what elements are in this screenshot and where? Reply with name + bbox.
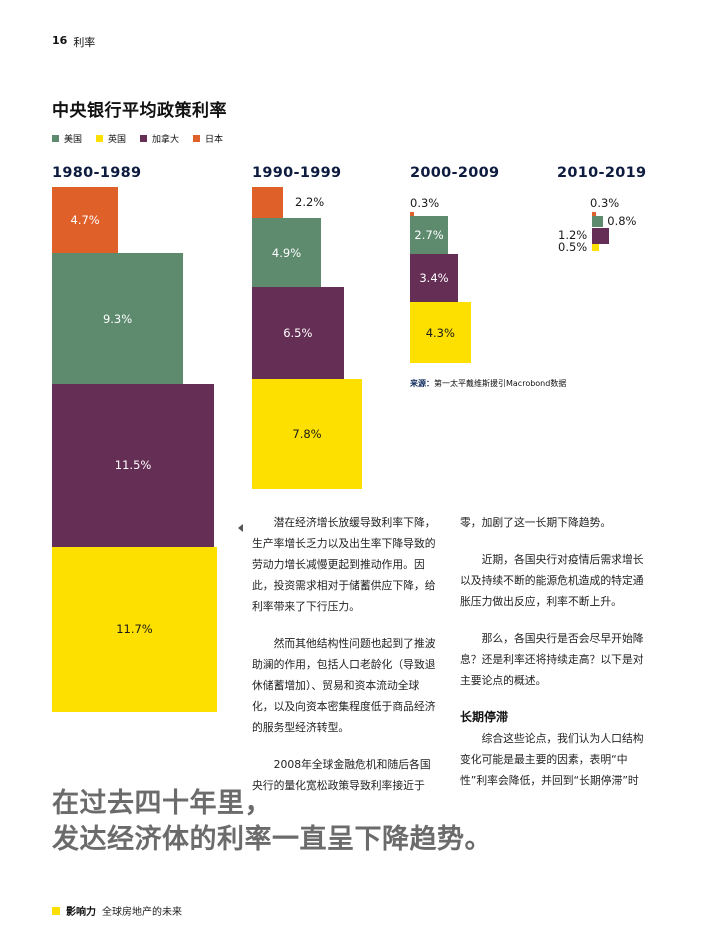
paragraph: 零，加剧了这一长期下降趋势。 [460, 516, 612, 529]
page-header: 16 利率 [52, 34, 95, 50]
data-label: 0.8% [607, 213, 637, 228]
source-label: 来源： [410, 379, 434, 388]
data-label: 11.7% [116, 622, 153, 637]
bar-加拿大-2010-2019 [592, 227, 609, 245]
bar-加拿大-1980-1989: 11.5% [52, 384, 215, 547]
body-column-2: 零，加剧了这一长期下降趋势。 近期，各国央行对疫情后需求增长以及持续不断的能源危… [460, 512, 650, 807]
bar-英国-1980-1989: 11.7% [52, 546, 217, 712]
body-column-1: 潜在经济增长放缓导致利率下降，生产率增长乏力以及出生率下降导致的劳动力增长减慢更… [252, 512, 440, 812]
legend-item: 美国 [52, 132, 82, 145]
legend-label: 日本 [205, 135, 224, 145]
bar-英国-2000-2009: 4.3% [410, 302, 471, 363]
bar-日本-2010-2019 [592, 212, 597, 217]
bar-美国-2000-2009: 2.7% [410, 216, 449, 255]
data-label: 0.3% [410, 196, 440, 210]
data-label: 0.3% [590, 196, 620, 210]
bar-日本-2000-2009 [410, 212, 415, 217]
paragraph: 综合这些论点，我们认为人口结构变化可能是最主要的因素，表明“中性”利率会降低，并… [460, 732, 644, 787]
section-name: 利率 [73, 36, 96, 49]
legend-label: 美国 [64, 135, 83, 145]
data-label: 4.3% [425, 325, 455, 340]
pull-quote-line: 在过去四十年里， [52, 788, 272, 819]
decade-label: 1990-1999 [252, 165, 342, 181]
bar-英国-1990-1999: 7.8% [252, 378, 362, 489]
bar-加拿大-1990-1999: 6.5% [252, 287, 344, 379]
legend-swatch [52, 135, 59, 142]
data-label: 3.4% [419, 271, 449, 286]
page-footer: 影响力 全球房地产的未来 [52, 903, 182, 918]
source-note: 来源：第一太平戴维斯援引Macrobond数据 [410, 378, 566, 389]
data-label: 11.5% [114, 458, 152, 473]
legend-label: 英国 [108, 135, 127, 145]
footer-text: 全球房地产的未来 [102, 907, 182, 918]
decade-label: 1980-1989 [52, 165, 142, 181]
legend-swatch [193, 135, 201, 142]
legend-label: 加拿大 [152, 135, 180, 145]
data-label: 9.3% [102, 311, 133, 326]
legend-swatch [96, 135, 104, 142]
legend-item: 日本 [193, 132, 223, 145]
bar-日本-1980-1989: 4.7% [52, 187, 119, 254]
data-label: 0.5% [558, 239, 588, 254]
page-number: 16 [52, 34, 68, 47]
bar-美国-1990-1999: 4.9% [252, 218, 322, 288]
legend-item: 英国 [96, 132, 126, 145]
chart-legend: 美国 英国 加拿大 日本 [52, 132, 223, 145]
data-label: 6.5% [283, 325, 313, 340]
bar-美国-2010-2019 [592, 216, 604, 228]
pull-quote-line: 发达经济体的利率一直呈下降趋势。 [52, 824, 492, 855]
legend-item: 加拿大 [140, 132, 179, 145]
data-label: 4.9% [271, 245, 302, 260]
paragraph: 那么，各国央行是否会尽早开始降息？还是利率还将持续走高？以下是对主要论点的概述。 [460, 632, 644, 687]
legend-swatch [140, 135, 148, 142]
chart-title: 中央银行平均政策利率 [52, 101, 227, 121]
paragraph: 潜在经济增长放缓导致利率下降，生产率增长乏力以及出生率下降导致的劳动力增长减慢更… [252, 516, 436, 613]
footer-brand: 影响力 [66, 907, 96, 918]
source-text: 第一太平戴维斯援引Macrobond数据 [434, 379, 567, 388]
section-heading: 长期停滞 [460, 710, 509, 724]
pull-quote: 在过去四十年里， 发达经济体的利率一直呈下降趋势。 [52, 786, 492, 858]
paragraph: 近期，各国央行对疫情后需求增长以及持续不断的能源危机造成的特定通胀压力做出反应，… [460, 553, 644, 608]
chart-area: 1980-1989 4.7% 9.3% 11.5% 11.7% 1990-1999 2.2%… [52, 165, 647, 712]
data-label: 2.2% [295, 194, 325, 209]
triangle-left-icon [238, 524, 243, 532]
paragraph: 2008年全球金融危机和随后各国央行的量化宽松政策导致利率接近于 [252, 758, 431, 792]
data-label: 7.8% [292, 426, 322, 441]
decade-label: 2000-2009 [410, 165, 500, 181]
bar-英国-2010-2019 [592, 244, 600, 252]
bar-加拿大-2000-2009: 3.4% [410, 254, 458, 303]
bar-美国-1980-1989: 9.3% [52, 253, 184, 385]
paragraph: 然而其他结构性问题也起到了推波助澜的作用，包括人口老龄化（导致退休储蓄增加）、贸… [252, 637, 436, 734]
bar-日本-1990-1999 [252, 187, 284, 219]
data-label: 2.7% [414, 228, 444, 243]
data-label: 4.7% [70, 213, 100, 228]
decade-label: 2010-2019 [557, 165, 647, 181]
footer-square-icon [52, 906, 60, 915]
data-label: 1.2% [558, 227, 588, 242]
